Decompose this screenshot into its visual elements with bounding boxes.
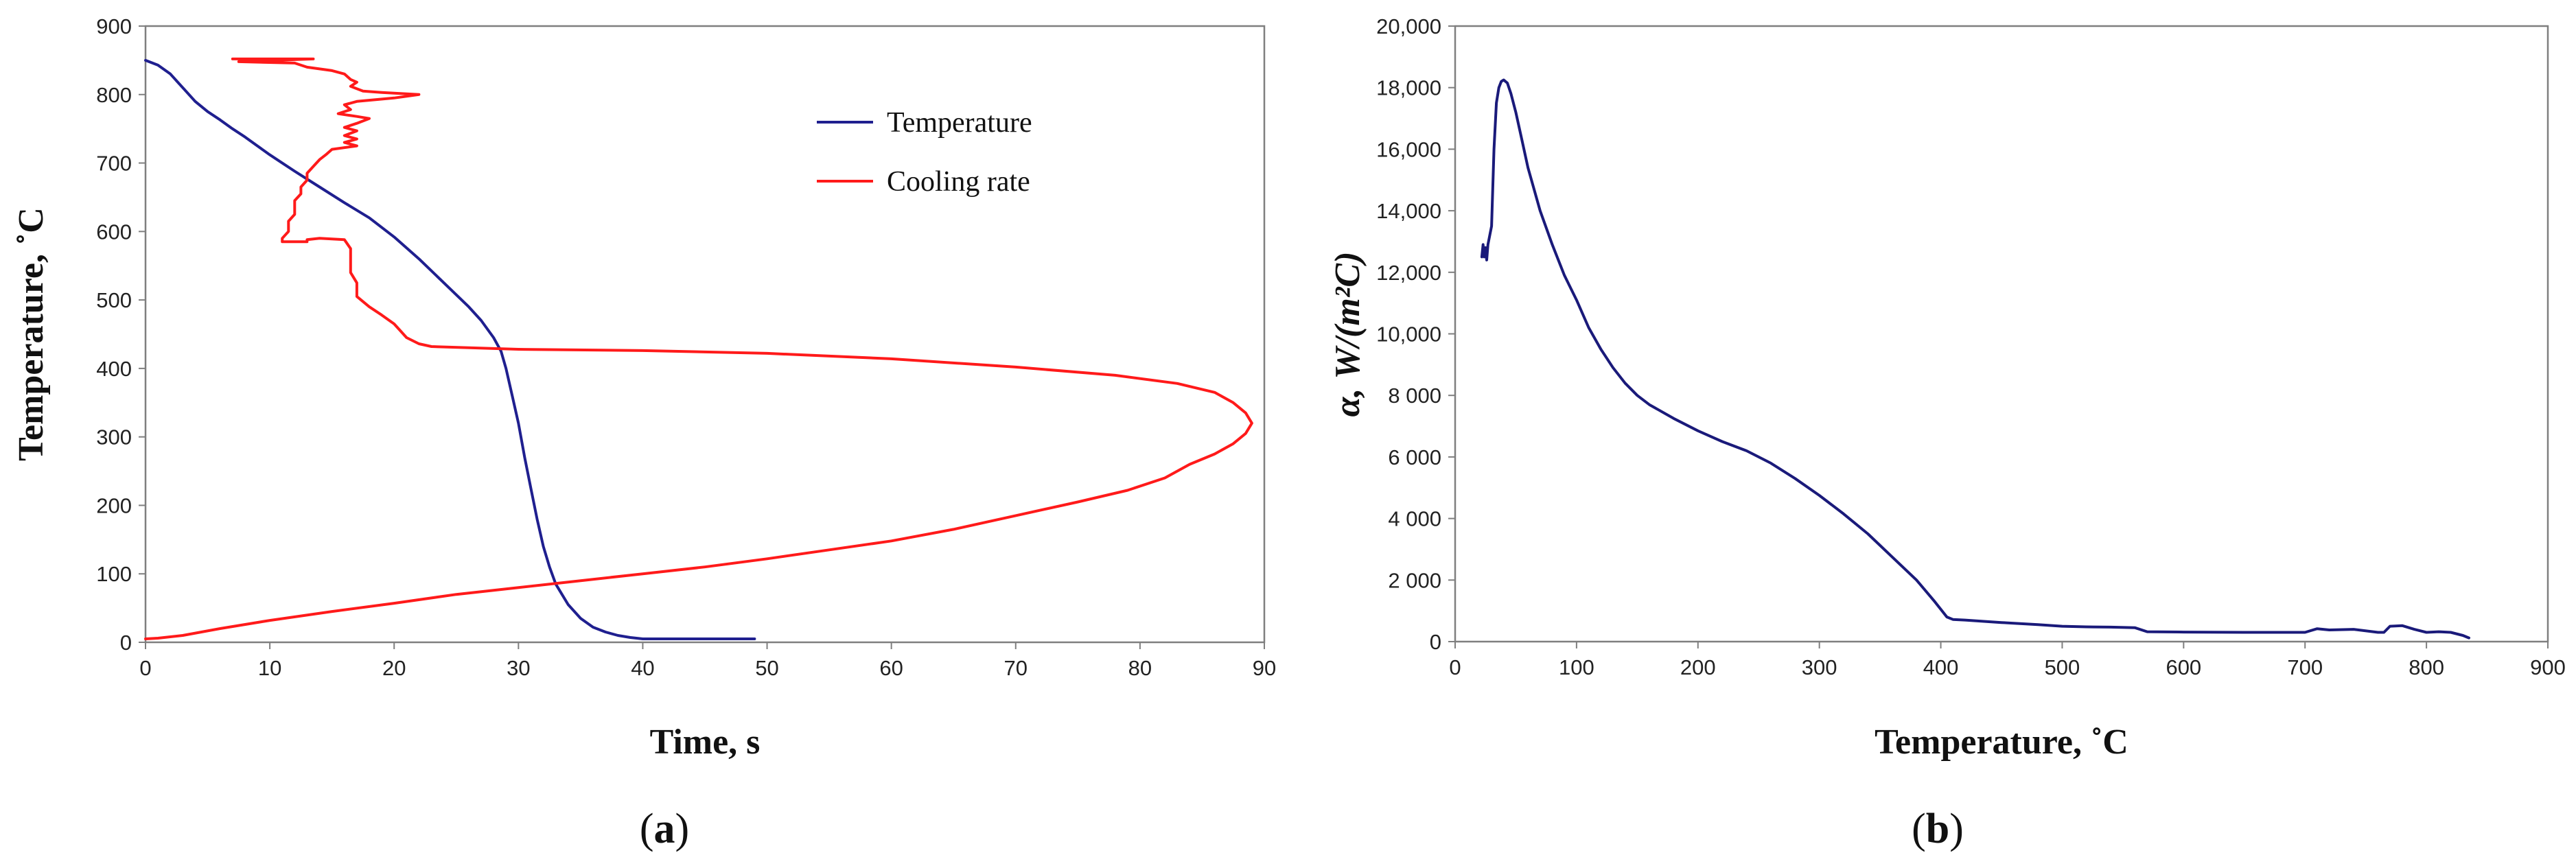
- panel-a-series: [144, 57, 1253, 640]
- x-tick-label: 800: [2409, 655, 2444, 679]
- legend-temperature-label: Temperature: [887, 107, 1032, 139]
- y-tick-label: 20,000: [1376, 14, 1441, 38]
- x-tick-label: 90: [1253, 656, 1276, 680]
- panel-b-y-axis-title: α, W/(m²C): [1328, 252, 1367, 417]
- x-tick-label: 0: [1449, 655, 1461, 679]
- y-tick-label: 0: [1430, 630, 1441, 654]
- panel-b-series: [1480, 78, 2470, 640]
- panel-a-label: (a): [640, 806, 689, 852]
- x-tick-label: 700: [2287, 655, 2323, 679]
- y-tick-label: 900: [96, 14, 132, 38]
- y-tick-label: 500: [96, 288, 132, 312]
- legend-cooling-rate-label: Cooling rate: [887, 166, 1030, 198]
- x-tick-label: 60: [879, 656, 903, 680]
- y-tick-label: 300: [96, 425, 132, 449]
- panel-a-legend: Temperature Cooling rate: [817, 107, 1032, 198]
- y-tick-label: 10,000: [1376, 323, 1441, 347]
- y-tick-label: 800: [96, 83, 132, 107]
- x-tick-label: 500: [2045, 655, 2080, 679]
- panel-a-cooling-curve: 0 10 20 30 40 50 60 70 80 90 0 100 200 300 400 500 600 7…: [12, 14, 1276, 852]
- x-tick-label: 400: [1923, 655, 1959, 679]
- panel-a-y-axis: 0 100 200 300 400 500 600 700 800 900: [96, 14, 146, 655]
- x-tick-label: 600: [2166, 655, 2201, 679]
- y-tick-label: 6 000: [1388, 445, 1441, 469]
- panel-a-y-axis-title: Temperature, ˚C: [12, 207, 51, 461]
- panel-b-y-axis: 0 2 000 4 000 6 000 8 000 10,000 12,000 14,000 1…: [1376, 14, 1455, 654]
- y-tick-label: 12,000: [1376, 261, 1441, 285]
- panel-b-heat-transfer: 0 100 200 300 400 500 600 700 800 900 0 2 000 4 000…: [1328, 14, 2566, 852]
- panel-a-plot-frame: [144, 25, 1266, 644]
- x-tick-label: 80: [1128, 656, 1152, 680]
- x-tick-label: 900: [2530, 655, 2566, 679]
- y-tick-label: 18,000: [1376, 76, 1441, 100]
- temperature-series-line: [144, 58, 756, 640]
- x-tick-label: 100: [1559, 655, 1594, 679]
- y-tick-label: 16,000: [1376, 137, 1441, 161]
- panel-b-x-axis-title: Temperature, ˚C: [1875, 723, 2128, 762]
- x-tick-label: 200: [1680, 655, 1716, 679]
- x-tick-label: 10: [258, 656, 281, 680]
- y-tick-label: 2 000: [1388, 568, 1441, 592]
- x-tick-label: 300: [1802, 655, 1837, 679]
- x-tick-label: 40: [631, 656, 654, 680]
- x-tick-label: 50: [755, 656, 778, 680]
- x-tick-label: 0: [139, 656, 151, 680]
- panel-b-x-axis: 0 100 200 300 400 500 600 700 800 900: [1449, 642, 2566, 679]
- y-tick-label: 700: [96, 152, 132, 176]
- panel-b-label: (b): [1912, 806, 1964, 852]
- x-tick-label: 30: [507, 656, 530, 680]
- panel-b-plot-frame: [1454, 25, 2549, 643]
- y-tick-label: 200: [96, 493, 132, 517]
- y-tick-label: 14,000: [1376, 199, 1441, 223]
- x-tick-label: 70: [1004, 656, 1028, 680]
- cooling-rate-series-line: [144, 57, 1253, 640]
- y-tick-label: 8 000: [1388, 384, 1441, 408]
- panel-a-x-axis-title: Time, s: [650, 723, 761, 762]
- x-tick-label: 20: [382, 656, 406, 680]
- panel-a-x-axis: 0 10 20 30 40 50 60 70 80 90: [139, 642, 1276, 680]
- y-tick-label: 400: [96, 357, 132, 381]
- y-tick-label: 600: [96, 220, 132, 244]
- y-tick-label: 100: [96, 562, 132, 586]
- heat-transfer-coefficient-series-line: [1480, 78, 2470, 640]
- y-tick-label: 4 000: [1388, 507, 1441, 531]
- y-tick-label: 0: [120, 631, 132, 655]
